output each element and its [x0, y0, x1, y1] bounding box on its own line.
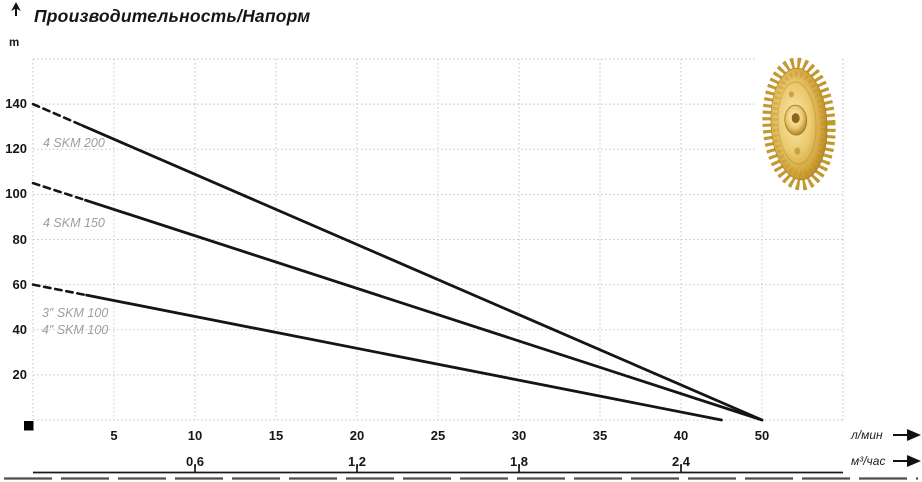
- y-tick-label: 120: [5, 141, 27, 157]
- axis-arrow-right-icon: [893, 455, 921, 467]
- origin-marker: [24, 421, 34, 431]
- y-tick-label: 60: [12, 276, 27, 292]
- curve-label-4skm100: 4″ SKM 100: [42, 323, 109, 337]
- y-tick-label: 20: [12, 366, 27, 382]
- x-tick-label: 5: [110, 428, 118, 443]
- y-tick-label: 40: [12, 321, 27, 337]
- x-axis-unit-lmin: л/мин: [851, 428, 883, 442]
- x-tick-label: 10: [187, 428, 203, 443]
- pump-curve: [85, 293, 723, 422]
- axis-arrow-right-icon: [893, 429, 921, 441]
- curve-label-3skm100: 3″ SKM 100: [42, 306, 109, 320]
- chart-title: Производительность/Напорм: [34, 6, 311, 26]
- x2-tick-label: 1,8: [509, 454, 529, 469]
- x-tick-label: 50: [754, 428, 770, 443]
- x-tick-label: 25: [430, 428, 446, 443]
- y-tick-label: 80: [12, 231, 27, 247]
- pump-curve: [84, 198, 764, 422]
- y-tick-label: 100: [5, 186, 27, 202]
- x-tick-label: 20: [349, 428, 365, 443]
- curve-label-4skm200: 4 SKM 200: [43, 136, 105, 150]
- pump-curve-dashed: [31, 102, 84, 127]
- curve-label-4skm150: 4 SKM 150: [43, 216, 105, 230]
- pump-curve-dashed: [31, 283, 88, 297]
- x-axis-unit-m3h: м³/час: [851, 454, 886, 468]
- axis-arrow-up-icon: [11, 2, 21, 16]
- impeller-image: [756, 54, 842, 194]
- pump-curve: [81, 124, 764, 422]
- pump-curve-dashed: [31, 181, 87, 202]
- x2-tick-label: 2,4: [671, 454, 691, 469]
- x2-tick-label: 0,6: [185, 454, 205, 469]
- x-tick-label: 35: [592, 428, 608, 443]
- x-tick-label: 30: [511, 428, 527, 443]
- x-tick-label: 15: [268, 428, 284, 443]
- x2-tick-label: 1,2: [347, 454, 367, 469]
- impeller-teeth: [762, 57, 836, 191]
- y-axis-unit: m: [9, 37, 20, 49]
- x-tick-label: 40: [673, 428, 689, 443]
- y-tick-label: 140: [5, 96, 27, 112]
